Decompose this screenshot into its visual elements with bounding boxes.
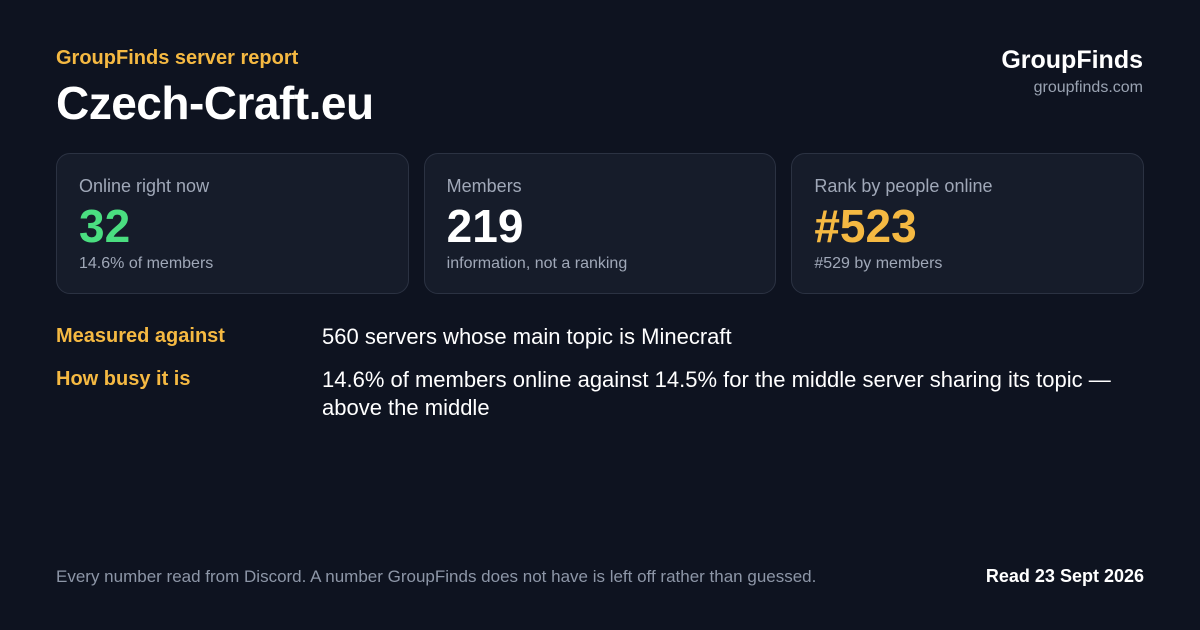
report-header: GroupFinds server report Czech-Craft.eu xyxy=(56,44,374,130)
fact-label: Measured against xyxy=(56,325,225,347)
stat-cards: Online right now 32 14.6% of members Mem… xyxy=(56,153,1145,294)
rank-value: #523 xyxy=(814,200,917,252)
footer-date: Read 23 Sept 2026 xyxy=(985,566,1144,586)
server-name-title: Czech-Craft.eu xyxy=(56,77,374,129)
fact-value: 560 servers whose main topic is Minecraf… xyxy=(322,324,732,349)
online-now-subtext: 14.6% of members xyxy=(79,255,214,272)
online-now-label: Online right now xyxy=(79,176,210,196)
rank-card: Rank by people online #523 #529 by membe… xyxy=(791,153,1145,294)
report-footer: Every number read from Discord. A number… xyxy=(56,564,1144,589)
members-card: Members 219 information, not a ranking xyxy=(423,153,777,294)
brand-name: GroupFinds xyxy=(1001,46,1143,74)
fact-label: How busy it is xyxy=(56,368,191,390)
online-now-card: Online right now 32 14.6% of members xyxy=(56,153,409,294)
facts-list: Measured against 560 servers whose main … xyxy=(56,322,1144,436)
fact-row-how-busy: How busy it is 14.6% of members online a… xyxy=(56,365,1144,422)
brand-block: GroupFinds groupfinds.com xyxy=(1001,44,1143,99)
members-label: Members xyxy=(446,176,522,196)
members-value: 219 xyxy=(446,200,524,252)
fact-value: 14.6% of members online against 14.5% fo… xyxy=(322,367,1111,420)
online-now-value: 32 xyxy=(79,200,131,252)
fact-row-measured-against: Measured against 560 servers whose main … xyxy=(56,322,1144,351)
brand-url: groupfinds.com xyxy=(1033,79,1143,96)
footer-note: Every number read from Discord. A number… xyxy=(56,567,817,586)
rank-label: Rank by people online xyxy=(814,176,993,196)
report-eyebrow: GroupFinds server report xyxy=(56,47,299,69)
members-subtext: information, not a ranking xyxy=(446,255,628,272)
rank-subtext: #529 by members xyxy=(814,255,943,272)
